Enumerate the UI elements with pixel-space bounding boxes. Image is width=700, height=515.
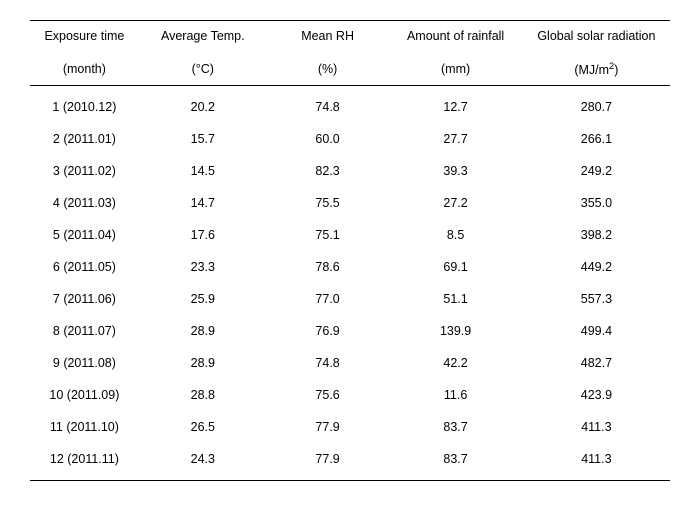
table-cell: 14.7 [139,187,267,219]
table-cell: 82.3 [267,155,389,187]
table-row: 12 (2011.11)24.377.983.7411.3 [30,443,670,481]
table-cell: 28.9 [139,315,267,347]
col-header-mean-rh: Mean RH [267,21,389,53]
table-header: Exposure time Average Temp. Mean RH Amou… [30,21,670,86]
table-cell: 14.5 [139,155,267,187]
table-cell: 8 (2011.07) [30,315,139,347]
table-row: 5 (2011.04)17.675.18.5398.2 [30,219,670,251]
table-cell: 4 (2011.03) [30,187,139,219]
col-unit-exposure-time: (month) [30,52,139,86]
table-cell: 423.9 [523,379,670,411]
table-cell: 1 (2010.12) [30,86,139,124]
table-cell: 51.1 [388,283,522,315]
table-cell: 5 (2011.04) [30,219,139,251]
table-cell: 26.5 [139,411,267,443]
table-cell: 28.9 [139,347,267,379]
header-row-line1: Exposure time Average Temp. Mean RH Amou… [30,21,670,53]
table-cell: 7 (2011.06) [30,283,139,315]
table-cell: 11 (2011.10) [30,411,139,443]
table-cell: 11.6 [388,379,522,411]
table-cell: 10 (2011.09) [30,379,139,411]
table-body: 1 (2010.12)20.274.812.7280.72 (2011.01)1… [30,86,670,481]
table-cell: 27.7 [388,123,522,155]
table-cell: 77.9 [267,411,389,443]
table-cell: 12 (2011.11) [30,443,139,481]
table-cell: 6 (2011.05) [30,251,139,283]
table-row: 8 (2011.07)28.976.9139.9499.4 [30,315,670,347]
table-cell: 9 (2011.08) [30,347,139,379]
table-cell: 280.7 [523,86,670,124]
table-cell: 15.7 [139,123,267,155]
table-cell: 20.2 [139,86,267,124]
table-cell: 24.3 [139,443,267,481]
table-cell: 75.1 [267,219,389,251]
table-cell: 411.3 [523,443,670,481]
table-cell: 83.7 [388,411,522,443]
table-cell: 83.7 [388,443,522,481]
col-header-exposure-time: Exposure time [30,21,139,53]
table-cell: 77.9 [267,443,389,481]
table-row: 11 (2011.10)26.577.983.7411.3 [30,411,670,443]
table-cell: 78.6 [267,251,389,283]
table-cell: 411.3 [523,411,670,443]
col-header-avg-temp: Average Temp. [139,21,267,53]
col-unit-mean-rh: (%) [267,52,389,86]
table-cell: 12.7 [388,86,522,124]
table-row: 7 (2011.06)25.977.051.1557.3 [30,283,670,315]
table-cell: 139.9 [388,315,522,347]
table-cell: 249.2 [523,155,670,187]
col-header-rainfall: Amount of rainfall [388,21,522,53]
table-cell: 77.0 [267,283,389,315]
col-unit-rainfall: (mm) [388,52,522,86]
table-row: 3 (2011.02)14.582.339.3249.2 [30,155,670,187]
table-cell: 69.1 [388,251,522,283]
table-cell: 74.8 [267,347,389,379]
table-cell: 60.0 [267,123,389,155]
header-row-line2: (month) (°C) (%) (mm) (MJ/m2) [30,52,670,86]
table-cell: 557.3 [523,283,670,315]
col-header-solar: Global solar radiation [523,21,670,53]
table-row: 9 (2011.08)28.974.842.2482.7 [30,347,670,379]
table-row: 6 (2011.05)23.378.669.1449.2 [30,251,670,283]
col-unit-solar: (MJ/m2) [523,52,670,86]
table-row: 2 (2011.01)15.760.027.7266.1 [30,123,670,155]
table-cell: 499.4 [523,315,670,347]
table-cell: 3 (2011.02) [30,155,139,187]
table-row: 1 (2010.12)20.274.812.7280.7 [30,86,670,124]
table-row: 10 (2011.09)28.875.611.6423.9 [30,379,670,411]
table-cell: 266.1 [523,123,670,155]
table-cell: 17.6 [139,219,267,251]
table-cell: 25.9 [139,283,267,315]
table-cell: 74.8 [267,86,389,124]
table-cell: 8.5 [388,219,522,251]
col-unit-avg-temp: (°C) [139,52,267,86]
table-cell: 75.5 [267,187,389,219]
table-cell: 398.2 [523,219,670,251]
table-cell: 449.2 [523,251,670,283]
climate-data-table: Exposure time Average Temp. Mean RH Amou… [30,20,670,481]
table-cell: 2 (2011.01) [30,123,139,155]
table-cell: 75.6 [267,379,389,411]
table-cell: 355.0 [523,187,670,219]
table-cell: 42.2 [388,347,522,379]
table-cell: 39.3 [388,155,522,187]
table-cell: 28.8 [139,379,267,411]
table-cell: 27.2 [388,187,522,219]
table-cell: 76.9 [267,315,389,347]
table-cell: 23.3 [139,251,267,283]
table-cell: 482.7 [523,347,670,379]
table-row: 4 (2011.03)14.775.527.2355.0 [30,187,670,219]
